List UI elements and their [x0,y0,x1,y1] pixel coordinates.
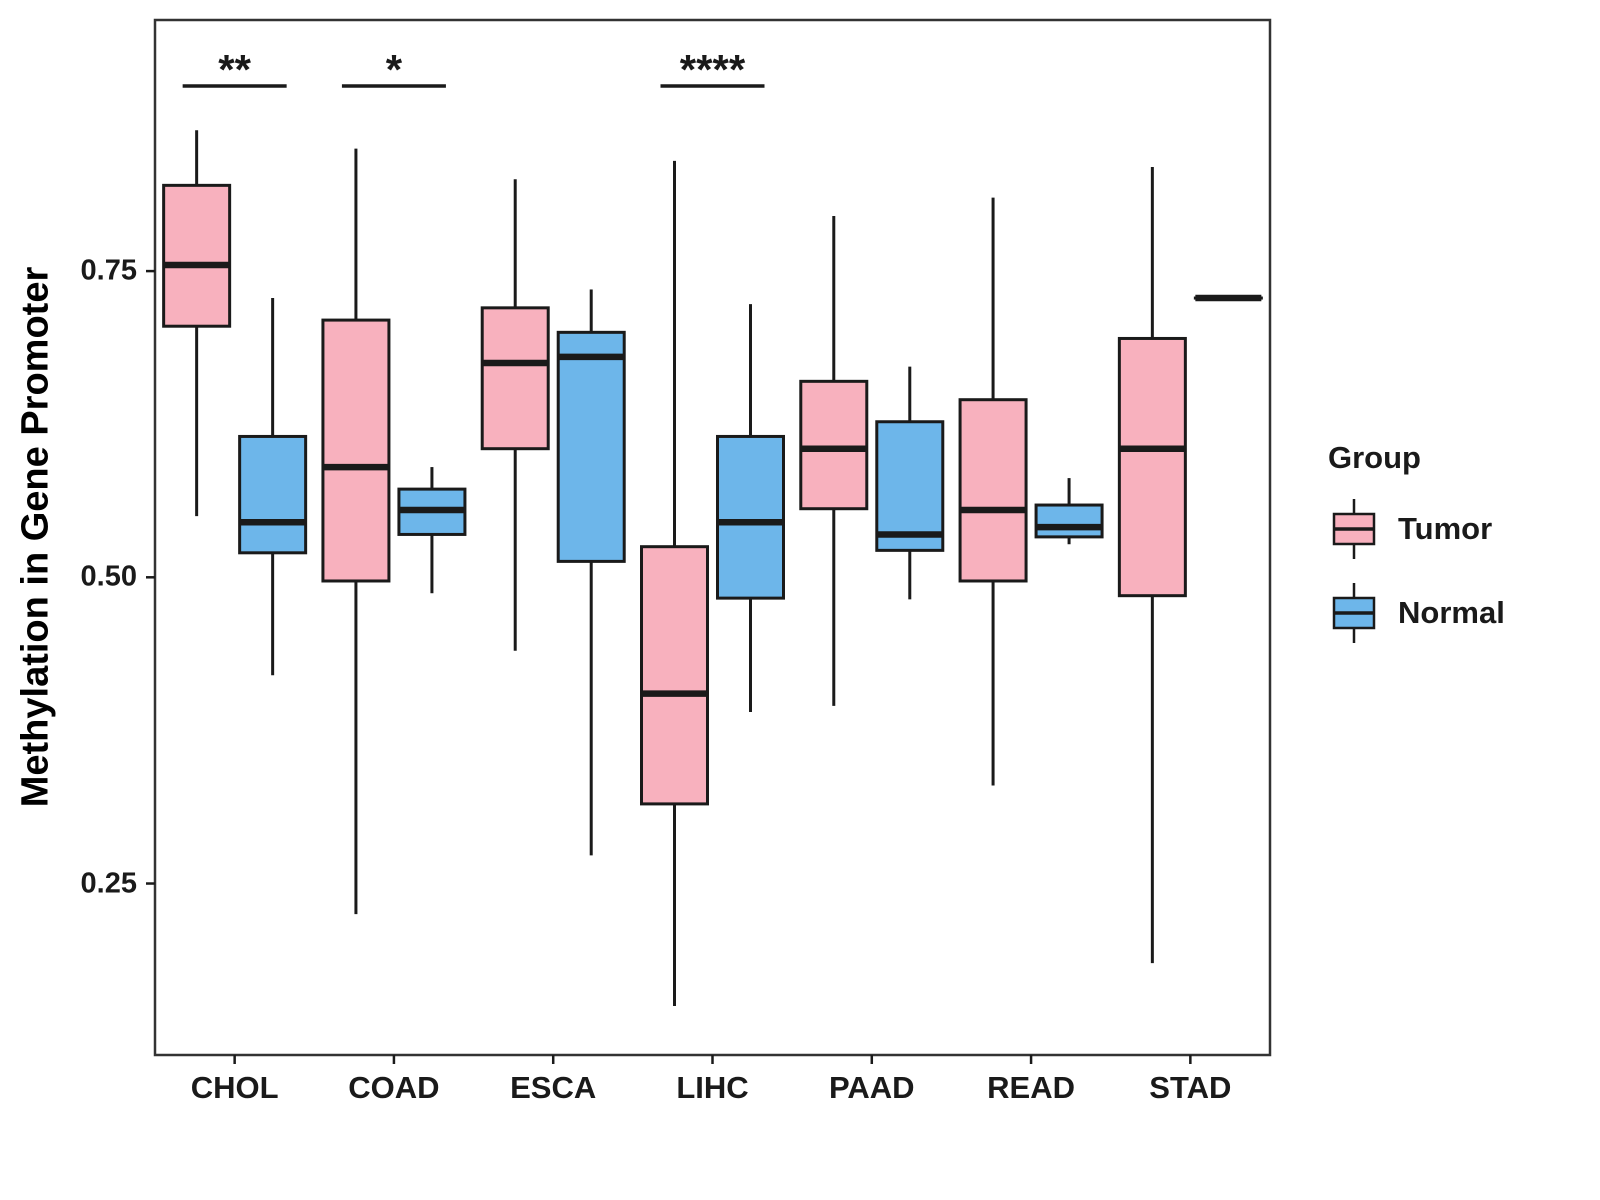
x-tick-label-coad: COAD [348,1070,440,1105]
axis-tick-marks [146,269,1192,1064]
box-ESCA-tumor [480,179,550,651]
y-tick-label: 0.25 [80,867,137,900]
legend-label-tumor: Tumor [1398,511,1493,546]
x-tick-label-paad: PAAD [829,1070,915,1105]
x-tick-label-stad: STAD [1149,1070,1232,1105]
box-LIHC-normal [716,304,785,713]
box-ESCA-normal [556,289,626,856]
tumor-boxplot-key-icon [1332,499,1376,559]
x-tick-label-esca: ESCA [510,1070,597,1105]
legend: Group Tumor Normal [1328,440,1588,662]
significance-stars: * [386,46,403,93]
box-STAD-tumor [1117,166,1187,964]
box-READ-tumor [958,197,1028,786]
legend-item-normal: Normal [1328,578,1588,648]
normal-boxplot-key-icon [1332,583,1376,643]
box-READ-normal [1034,478,1104,545]
significance-COAD: * [341,46,446,93]
x-tick-label-read: READ [987,1070,1075,1105]
series-normal [238,289,1263,856]
box-PAAD-normal [875,366,945,600]
box-COAD-tumor [321,148,391,915]
significance-stars: ** [218,46,251,93]
series-tumor [162,130,1187,1007]
box-CHOL-normal [238,298,308,676]
y-axis-title: Methylation in Gene Promoter [14,266,57,808]
y-tick-label: 0.50 [80,560,137,593]
significance-stars: **** [680,46,746,93]
x-tick-label-lihc: LIHC [676,1070,749,1105]
x-tick-label-chol: CHOL [190,1070,279,1105]
legend-title: Group [1328,440,1421,475]
y-tick-label: 0.75 [80,254,137,287]
box-COAD-normal [397,467,467,594]
box-PAAD-tumor [799,215,869,706]
box-CHOL-tumor [162,130,232,517]
significance-CHOL: ** [182,46,287,93]
significance-LIHC: **** [660,46,765,93]
box-LIHC-tumor [640,160,709,1007]
legend-item-tumor: Tumor [1328,494,1588,564]
legend-label-normal: Normal [1398,595,1505,630]
